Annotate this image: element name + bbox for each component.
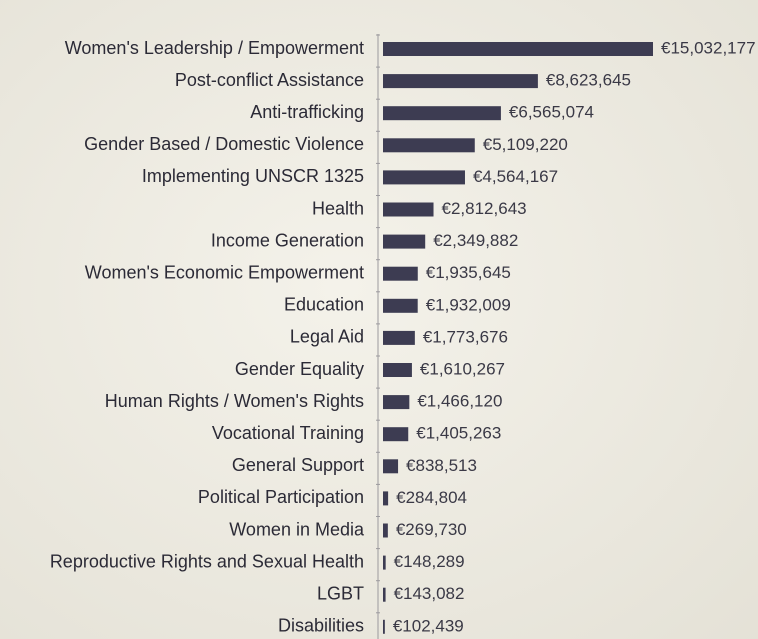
bar: [383, 363, 412, 377]
bar: [383, 427, 408, 441]
page: Women's Leadership / Empowerment €15,032,…: [0, 0, 758, 639]
value-label: €8,623,645: [546, 71, 631, 90]
bar: [383, 459, 398, 473]
category-label: Human Rights / Women's Rights: [105, 391, 364, 411]
category-label: Health: [312, 198, 364, 218]
bar: [383, 556, 386, 570]
value-label: €5,109,220: [483, 135, 568, 154]
value-label: €102,439: [393, 616, 464, 635]
value-label: €1,935,645: [426, 263, 511, 282]
value-label: €838,513: [406, 456, 477, 475]
category-label: Women's Leadership / Empowerment: [65, 38, 364, 58]
category-label: Post-conflict Assistance: [175, 70, 364, 90]
category-label: Women's Economic Empowerment: [85, 262, 364, 282]
category-label: Political Participation: [198, 487, 364, 507]
category-label: Education: [284, 295, 364, 315]
value-label: €284,804: [396, 488, 467, 507]
category-label: Gender Based / Domestic Violence: [84, 134, 364, 154]
value-label: €269,730: [396, 520, 467, 539]
bar: [383, 235, 425, 249]
category-label: Implementing UNSCR 1325: [142, 166, 364, 186]
value-label: €2,349,882: [433, 231, 518, 250]
bar: [383, 620, 385, 634]
bar: [383, 491, 388, 505]
value-label: €4,564,167: [473, 167, 558, 186]
bar: [383, 524, 388, 538]
category-label: Gender Equality: [235, 359, 364, 379]
category-label: General Support: [232, 455, 364, 475]
value-label: €148,289: [394, 552, 465, 571]
category-label: Legal Aid: [290, 327, 364, 347]
category-label: Vocational Training: [212, 423, 364, 443]
value-label: €15,032,177: [661, 38, 756, 57]
bar: [383, 267, 418, 281]
bar: [383, 138, 475, 152]
category-label: Women in Media: [229, 519, 365, 539]
value-label: €143,082: [394, 584, 465, 603]
bar: [383, 588, 386, 602]
background: [0, 0, 758, 639]
bar: [383, 331, 415, 345]
category-label: Disabilities: [278, 616, 364, 636]
category-label: Reproductive Rights and Sexual Health: [50, 551, 364, 571]
value-label: €2,812,643: [442, 199, 527, 218]
bar: [383, 42, 653, 56]
category-label: Income Generation: [211, 230, 364, 250]
value-label: €1,610,267: [420, 359, 505, 378]
bar: [383, 74, 538, 88]
bar: [383, 395, 409, 409]
bar: [383, 106, 501, 120]
value-label: €1,773,676: [423, 327, 508, 346]
value-label: €6,565,074: [509, 103, 594, 122]
bar: [383, 203, 434, 217]
bar: [383, 170, 465, 184]
value-label: €1,932,009: [426, 295, 511, 314]
value-label: €1,466,120: [417, 392, 502, 411]
value-label: €1,405,263: [416, 424, 501, 443]
chart: Women's Leadership / Empowerment €15,032,…: [0, 0, 758, 639]
category-label: LGBT: [317, 583, 364, 603]
bar: [383, 299, 418, 313]
category-label: Anti-trafficking: [250, 102, 364, 122]
